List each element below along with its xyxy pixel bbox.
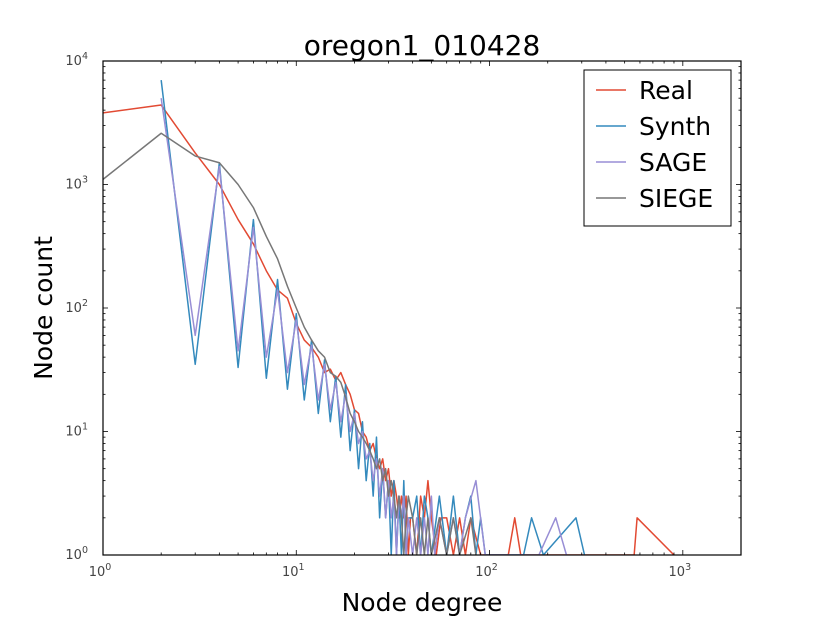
y-tick-exponent: 4 [82, 51, 88, 62]
legend-box [583, 69, 732, 227]
y-tick-exponent: 3 [82, 175, 88, 186]
series-line-real [103, 104, 675, 555]
series-layer [103, 80, 675, 555]
legend-label-sage: SAGE [639, 148, 707, 177]
y-axis-label: Node count [29, 236, 58, 380]
legend-label-real: Real [639, 76, 693, 105]
x-tick-exponent: 1 [299, 562, 305, 573]
x-tick-exponent: 3 [685, 562, 691, 573]
x-tick-exponent: 0 [105, 562, 111, 573]
y-tick-exponent: 1 [82, 422, 88, 433]
x-axis: 100 101 102 103 [89, 61, 742, 580]
y-tick-exponent: 2 [82, 298, 88, 309]
legend: Real Synth SAGE SIEGE [583, 69, 732, 227]
x-axis-label: Node degree [342, 588, 503, 617]
y-tick-exponent: 0 [82, 545, 88, 556]
x-tick-exponent: 2 [492, 562, 498, 573]
legend-label-synth: Synth [639, 112, 711, 141]
series-line-siege [103, 132, 477, 555]
legend-label-siege: SIEGE [639, 184, 713, 213]
chart-title: oregon1_010428 [304, 29, 541, 62]
